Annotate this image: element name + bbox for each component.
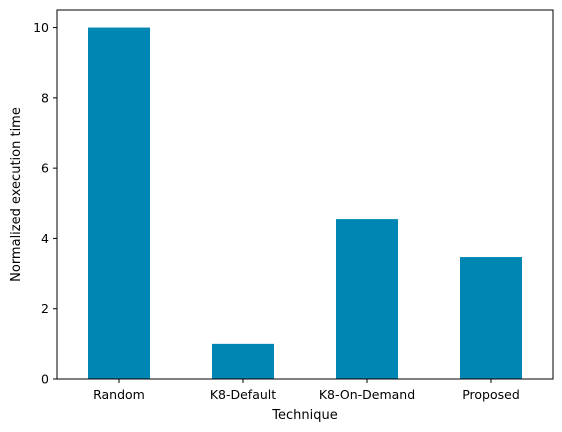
x-axis-label: Technique xyxy=(271,408,337,423)
x-axis-ticks: Random K8-Default K8-On-Demand Proposed xyxy=(93,379,520,402)
x-tick-label: Random xyxy=(93,387,145,402)
y-tick-label: 6 xyxy=(41,161,49,176)
y-axis-label: Normalized execution time xyxy=(9,107,24,282)
y-tick-label: 10 xyxy=(33,20,49,35)
x-tick-label: K8-Default xyxy=(210,387,276,402)
y-tick-label: 8 xyxy=(41,90,49,105)
x-tick-label: Proposed xyxy=(462,387,520,402)
y-tick-label: 0 xyxy=(41,372,49,387)
bar-proposed xyxy=(460,257,522,379)
plot-frame xyxy=(56,9,554,380)
x-tick-label: K8-On-Demand xyxy=(319,387,415,402)
bar-k8-on-demand xyxy=(336,219,398,379)
y-axis-ticks: 0 2 4 6 8 10 xyxy=(33,20,57,387)
bar-k8-default xyxy=(212,343,274,379)
bars-group xyxy=(88,27,522,379)
bar-random xyxy=(88,27,150,379)
y-tick-label: 2 xyxy=(41,301,49,316)
y-tick-label: 4 xyxy=(41,231,49,246)
